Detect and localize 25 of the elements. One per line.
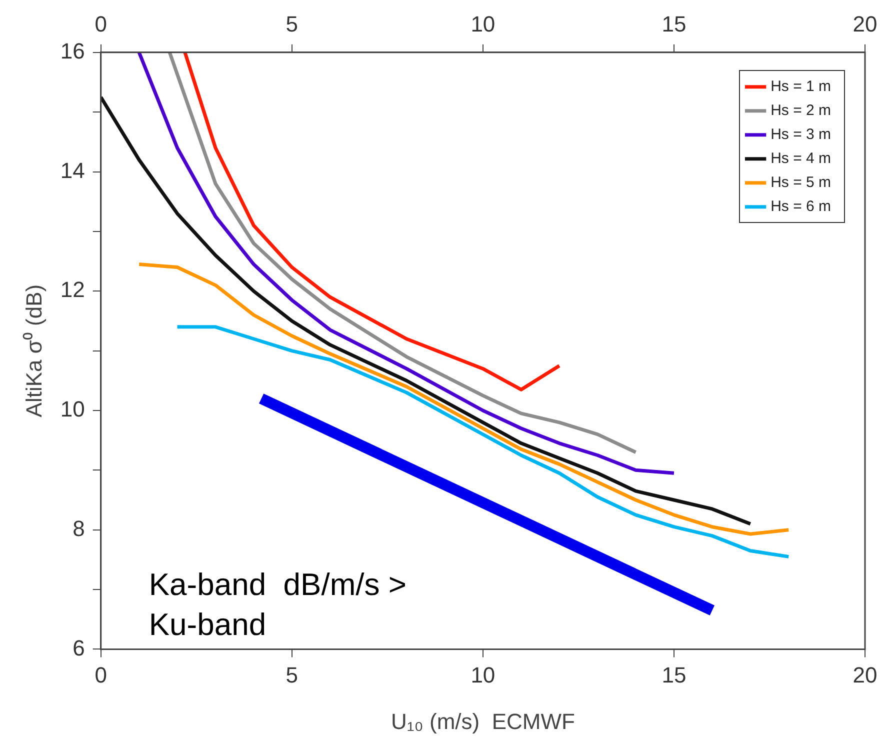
legend-label: Hs = 1 m (770, 78, 832, 96)
x2-tick-label: 5 (286, 11, 298, 36)
y-axis-title: AltiKa σ⁰ (dB) (21, 284, 46, 418)
y-tick-label: 8 (72, 516, 85, 541)
y-tick-label: 10 (60, 396, 85, 422)
x2-tick-label: 20 (852, 11, 878, 36)
legend-label: Hs = 2 m (770, 102, 832, 120)
legend-label: Hs = 3 m (770, 126, 832, 144)
x-tick-label: 5 (286, 662, 298, 688)
legend-label: Hs = 6 m (770, 198, 832, 216)
y-tick-label: 6 (72, 635, 85, 660)
x-tick-label: 10 (470, 662, 496, 688)
x-tick-label: 20 (852, 662, 878, 688)
x2-tick-label: 10 (470, 11, 496, 36)
x2-tick-label: 0 (94, 11, 107, 36)
y-tick-label: 14 (60, 158, 85, 183)
legend-label: Hs = 4 m (770, 150, 832, 168)
x-tick-label: 0 (94, 662, 107, 688)
x-tick-label: 15 (662, 662, 686, 688)
legend-label: Hs = 5 m (770, 174, 832, 192)
y-tick-label: 12 (60, 277, 85, 302)
y-tick-label: 16 (60, 38, 85, 64)
x2-tick-label: 15 (662, 11, 686, 36)
x-axis-title: U₁₀ (m/s) ECMWF (390, 708, 575, 734)
annotation: Ka-band dB/m/s > Ku-band (148, 567, 406, 642)
